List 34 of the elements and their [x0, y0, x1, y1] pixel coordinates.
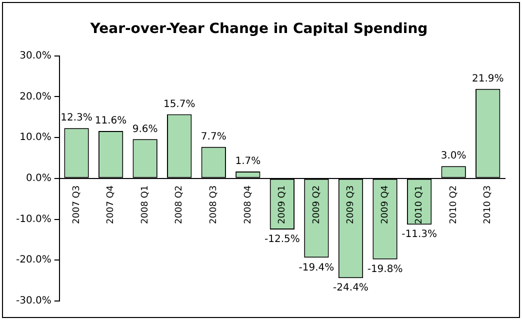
x-tick-label: 2008 Q1: [140, 185, 150, 224]
x-tick-label: 2009 Q3: [346, 185, 356, 224]
x-tick-label: 2009 Q4: [380, 185, 390, 224]
data-label: 15.7%: [163, 98, 196, 110]
x-tick-label: 2010 Q3: [483, 185, 494, 224]
data-label: 1.7%: [235, 156, 261, 168]
data-label: 11.6%: [94, 116, 127, 127]
y-tick-label: -30.0%: [16, 296, 52, 307]
data-label: 21.9%: [472, 73, 504, 84]
x-tick-label: 2009 Q2: [312, 185, 322, 224]
x-tick-label: 2010 Q1: [414, 185, 425, 224]
y-tick-label: -20.0%: [16, 254, 52, 266]
x-tick-label: 2008 Q2: [174, 185, 185, 224]
y-tick-label: 10.0%: [20, 132, 52, 144]
data-label: -11.3%: [402, 229, 437, 240]
y-tick-label: -10.0%: [16, 214, 52, 225]
x-tick-label: 2008 Q4: [243, 185, 254, 224]
data-label: -19.8%: [367, 264, 403, 275]
data-label: -19.4%: [298, 262, 334, 274]
y-tick-label: 30.0%: [20, 50, 52, 62]
data-label: 7.7%: [200, 132, 226, 143]
data-label: 3.0%: [440, 150, 466, 162]
data-label: 9.6%: [132, 124, 158, 135]
data-label: -24.4%: [333, 282, 368, 294]
x-tick-label: 2009 Q1: [278, 185, 288, 224]
x-tick-label: 2010 Q2: [448, 185, 459, 224]
x-tick-label: 2007 Q4: [106, 185, 116, 224]
y-tick-label: 20.0%: [20, 91, 52, 102]
y-tick-label: 0.0%: [26, 172, 52, 184]
x-tick-label: 2007 Q3: [72, 185, 82, 224]
chart-title: Year-over-Year Change in Capital Spending: [89, 21, 428, 38]
data-label: 12.3%: [60, 112, 92, 124]
x-tick-label: 2008 Q3: [208, 185, 219, 224]
data-label: -12.5%: [264, 234, 300, 246]
